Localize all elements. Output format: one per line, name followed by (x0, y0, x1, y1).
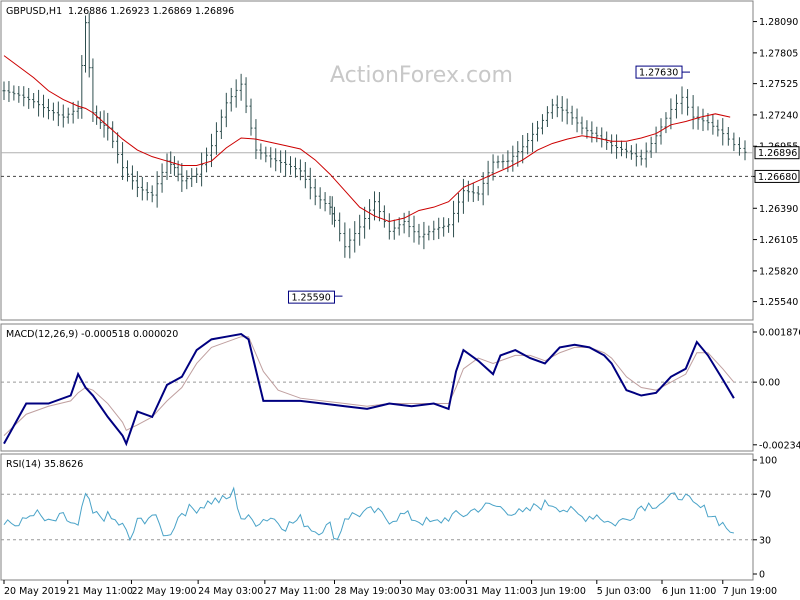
macd-panel: MACD(12,26,9) -0.000518 0.000020 0.00187… (0, 323, 800, 452)
y-tick-label: 0.00 (759, 378, 780, 389)
current-price-tag: 1.26896 (758, 148, 797, 159)
macd-marks (1, 332, 753, 447)
y-tick-label: 0 (759, 570, 765, 581)
price-panel-frame (0, 0, 754, 321)
price-axis: 1.280901.278051.275251.272401.269551.266… (753, 17, 800, 308)
annotation-box (287, 290, 335, 304)
x-tick-label: 28 May 19:00 (334, 586, 399, 597)
x-tick-label: 27 May 11:00 (265, 586, 330, 597)
rsi-panel: RSI(14) 35.8626 100 70 30 0 (0, 453, 777, 581)
price-marks: 1.27630 1.25590 (1, 12, 753, 304)
rsi-line (3, 486, 734, 542)
y-tick-label: 1.26390 (759, 204, 798, 215)
y-tick-label: 1.27805 (759, 48, 798, 59)
symbol-label: GBPUSD,H1 (6, 6, 62, 17)
x-tick-label: 30 May 03:00 (400, 586, 465, 597)
x-tick-label: 21 May 11:00 (68, 586, 133, 597)
current-price-tag-box (754, 146, 800, 160)
y-tick-label: 1.27525 (759, 79, 798, 90)
price-panel: GBPUSD,H1 1.26886 1.26923 1.26869 1.2689… (0, 0, 800, 321)
macd-main-line (3, 332, 735, 447)
y-tick-label: 100 (759, 456, 777, 467)
y-tick-label: 1.25820 (759, 266, 798, 277)
rsi-title: RSI(14) 35.8626 (6, 459, 83, 470)
rsi-panel-frame (0, 453, 754, 581)
x-tick-label: 5 Jun 03:00 (597, 586, 651, 597)
support-price-tag: 1.26680 (758, 172, 797, 183)
rsi-marks (1, 486, 753, 542)
macd-axis: 0.001876 0.00 -0.002343 (753, 327, 800, 451)
macd-panel-frame (0, 323, 754, 452)
moving-average-line (3, 55, 731, 222)
macd-title: MACD(12,26,9) -0.000518 0.000020 (6, 329, 178, 340)
watermark-text: ActionForex.com (330, 63, 513, 88)
x-tick-label: 31 May 11:00 (466, 586, 531, 597)
y-tick-label: 30 (759, 535, 771, 546)
x-tick-label: 6 Jun 11:00 (662, 586, 716, 597)
ohlc-label: 1.26886 1.26923 1.26869 1.26896 (68, 6, 234, 17)
y-tick-label: 1.25540 (759, 297, 798, 308)
x-tick-label: 22 May 19:00 (131, 586, 196, 597)
annotation-label: 1.25590 (291, 293, 330, 304)
y-tick-label: 1.27240 (759, 110, 798, 121)
y-tick-label: 1.26105 (759, 235, 798, 246)
annotation-label: 1.27630 (639, 68, 678, 79)
x-tick-label: 20 May 2019 (4, 586, 66, 597)
x-tick-label: 7 Jun 19:00 (723, 586, 777, 597)
y-tick-label: 1.28090 (759, 17, 798, 28)
rsi-axis: 100 70 30 0 (753, 456, 777, 581)
y-tick-label: 70 (759, 490, 771, 501)
x-tick-label: 3 Jun 19:00 (532, 586, 586, 597)
x-tick-label: 24 May 03:00 (198, 586, 263, 597)
y-tick-label: 0.001876 (759, 327, 800, 338)
support-price-tag-box (754, 169, 800, 183)
y-tick-label: -0.002343 (759, 440, 800, 451)
